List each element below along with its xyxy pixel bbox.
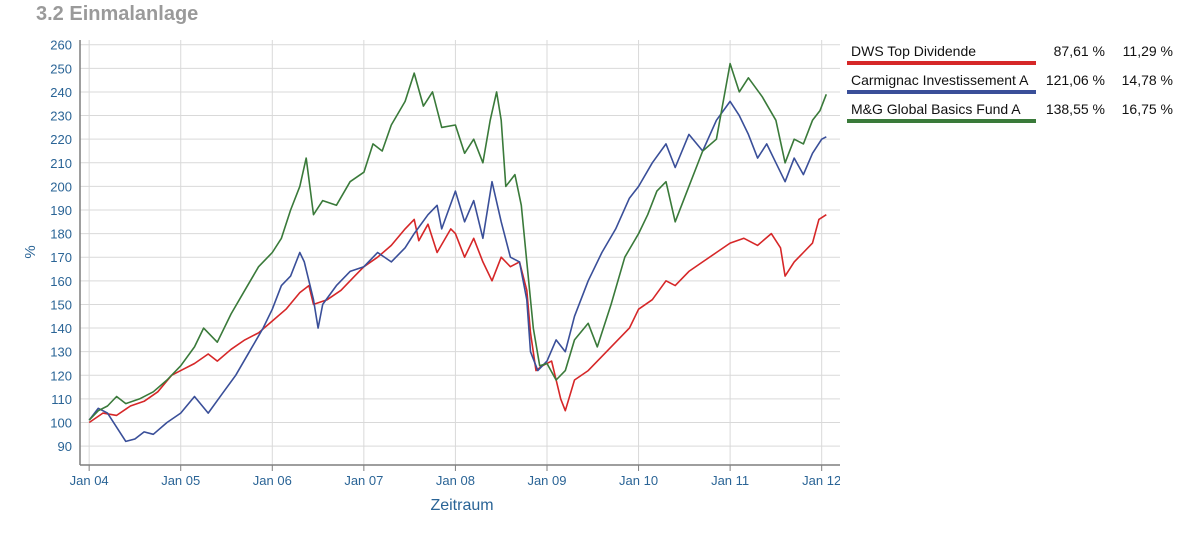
y-tick-label: 220 bbox=[50, 132, 72, 147]
legend-item: M&G Global Basics Fund A 138,55 % 16,75 % bbox=[847, 100, 1187, 123]
x-tick-label: Jan 05 bbox=[161, 473, 200, 488]
y-tick-label: 250 bbox=[50, 61, 72, 76]
y-tick-label: 170 bbox=[50, 250, 72, 265]
performance-chart: 90 100 110 120 130 140 150 160 170 180 190 200 210 22… bbox=[22, 38, 840, 514]
legend-series-name: DWS Top Dividende bbox=[851, 43, 977, 59]
y-tick-label: 260 bbox=[50, 38, 72, 53]
series-line-2 bbox=[88, 100, 827, 443]
series-line-3 bbox=[88, 62, 828, 421]
x-tick-label: Jan 04 bbox=[70, 473, 109, 488]
legend-item: Carmignac Investissement A 121,06 % 14,78 … bbox=[847, 71, 1187, 94]
legend: DWS Top Dividende 87,61 % 11,29 % Carmignac… bbox=[847, 42, 1187, 129]
axes: 90 100 110 120 130 140 150 160 170 180 190 200 210 22… bbox=[50, 38, 840, 488]
x-axis-label: Zeitraum bbox=[430, 497, 493, 514]
x-tick-label: Jan 10 bbox=[619, 473, 658, 488]
legend-color-bar bbox=[847, 119, 1036, 123]
legend-perf-total: 138,55 % bbox=[1045, 101, 1105, 117]
y-tick-label: 210 bbox=[50, 156, 72, 171]
series-line-1 bbox=[88, 214, 827, 424]
grid bbox=[80, 40, 840, 465]
legend-series-name: Carmignac Investissement A bbox=[851, 72, 1029, 88]
y-tick-label: 130 bbox=[50, 345, 72, 360]
x-tick-label: Jan 07 bbox=[344, 473, 383, 488]
legend-perf-total: 121,06 % bbox=[1045, 72, 1105, 88]
page-title: 3.2 Einmalanlage bbox=[36, 3, 199, 25]
x-tick-label: Jan 12 bbox=[802, 473, 840, 488]
legend-perf-pa: 11,29 % bbox=[1122, 43, 1173, 59]
y-tick-label: 90 bbox=[58, 439, 72, 454]
y-tick-label: 180 bbox=[50, 227, 72, 242]
legend-color-bar bbox=[847, 90, 1036, 94]
y-tick-label: 200 bbox=[50, 179, 72, 194]
x-tick-label: Jan 11 bbox=[711, 473, 749, 488]
y-axis-label: % bbox=[22, 245, 39, 258]
legend-perf-pa: 16,75 % bbox=[1121, 101, 1173, 117]
y-tick-label: 160 bbox=[50, 274, 72, 289]
y-tick-label: 110 bbox=[51, 392, 72, 407]
legend-color-bar bbox=[847, 61, 1036, 65]
legend-perf-total: 87,61 % bbox=[1053, 43, 1105, 59]
series-lines bbox=[88, 62, 828, 443]
y-tick-label: 140 bbox=[50, 321, 72, 336]
y-tick-label: 120 bbox=[50, 368, 72, 383]
y-tick-label: 100 bbox=[50, 416, 72, 431]
legend-perf-pa: 14,78 % bbox=[1121, 72, 1173, 88]
x-tick-label: Jan 06 bbox=[253, 473, 292, 488]
y-tick-label: 240 bbox=[50, 85, 72, 100]
y-tick-label: 150 bbox=[50, 297, 72, 312]
legend-item: DWS Top Dividende 87,61 % 11,29 % bbox=[847, 42, 1187, 65]
x-tick-label: Jan 09 bbox=[527, 473, 566, 488]
y-tick-label: 190 bbox=[50, 203, 72, 218]
x-tick-label: Jan 08 bbox=[436, 473, 475, 488]
y-tick-label: 230 bbox=[50, 109, 72, 124]
legend-series-name: M&G Global Basics Fund A bbox=[851, 101, 1021, 117]
